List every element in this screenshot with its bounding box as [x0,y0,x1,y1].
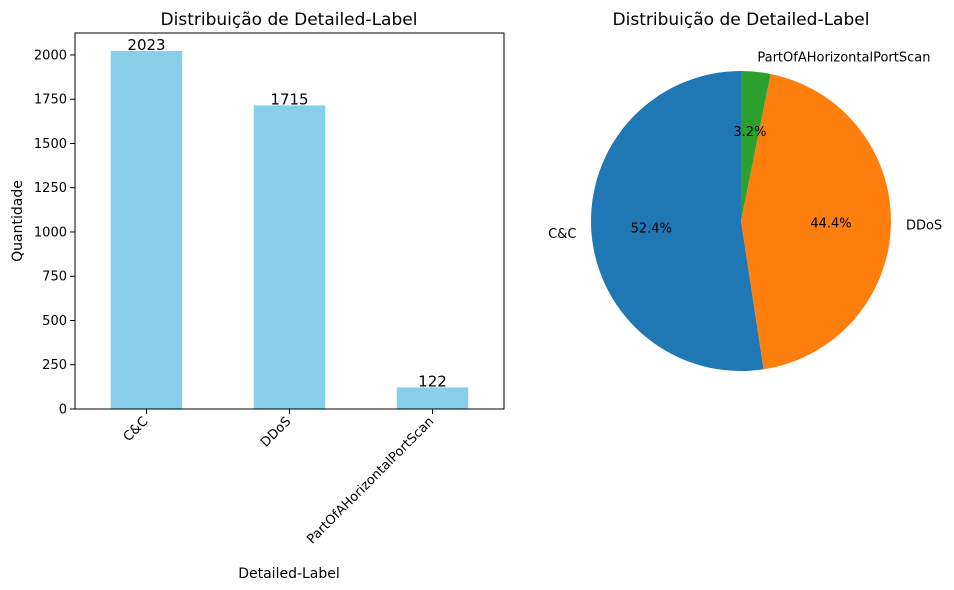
pie-slice [741,71,771,221]
y-tick-label: 0 [59,403,67,418]
bar-chart-y-axis-label: Quantidade [10,180,26,262]
bar [396,387,469,409]
y-tick-label: 1750 [34,93,67,108]
pie-slice-label: C&C [548,227,576,242]
pie-plot-area: C&C 52.4% DDoS 44.4% PartOfAHorizontalPortSc… [548,50,942,371]
bar-plot-frame [74,32,505,410]
y-tick-label: 500 [42,314,67,329]
bar [110,50,183,410]
y-tick-label: 250 [42,358,67,373]
bar-chart-x-axis-label: Detailed-Label [238,566,340,582]
pie-slice [591,71,764,371]
y-tick-label: 1500 [34,137,67,152]
pie-percent-label: 44.4% [810,217,851,232]
bar [253,105,326,409]
bar-value-label: 2023 [127,36,165,54]
pie-slice-label: PartOfAHorizontalPortScan [757,50,930,65]
y-tick-label: 750 [42,270,67,285]
y-tick-label: 2000 [34,48,67,63]
pie-percent-label: 52.4% [631,221,672,236]
y-tick-label: 1000 [34,225,67,240]
y-tick-label: 1250 [34,181,67,196]
pie-chart-title: Distribuição de Detailed-Label [613,10,870,30]
pie-percent-label: 3.2% [733,125,766,140]
pie-chart: Distribuição de Detailed-Label C&C 52.4% D… [548,10,942,371]
bar-chart-title: Distribuição de Detailed-Label [161,10,418,30]
bar-value-label: 122 [418,372,447,390]
pie-slice-label: DDoS [906,218,942,233]
bar-value-label: 1715 [270,90,308,108]
pie-slice [741,73,892,370]
